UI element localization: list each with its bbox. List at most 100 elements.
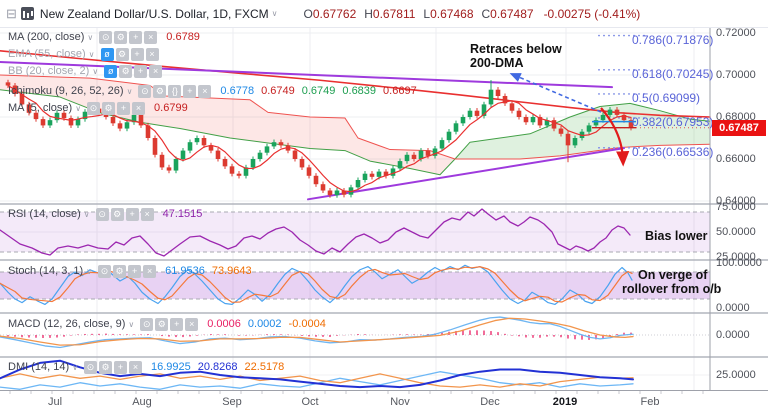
collapse-icon[interactable]: ⊟ <box>6 5 17 21</box>
rsi-tick-label[interactable]: 25.0000 <box>716 251 756 263</box>
macd-signal-line <box>0 317 634 346</box>
fib-level-label: 0.618(0.70245) <box>632 66 714 81</box>
add-icon[interactable]: + <box>117 101 131 115</box>
settings-icon[interactable]: ⚙ <box>99 360 112 374</box>
time-tick-label[interactable]: Oct <box>301 396 319 408</box>
visibility-icon[interactable]: ⊙ <box>95 207 109 221</box>
time-tick-label[interactable]: Nov <box>390 396 410 408</box>
close-icon[interactable]: × <box>185 317 199 331</box>
chevron-down-icon[interactable]: ∨ <box>128 319 135 329</box>
macd-tick-label[interactable]: 0.0000 <box>716 329 750 341</box>
close-icon[interactable]: × <box>145 47 159 61</box>
settings-icon[interactable]: ⚙ <box>155 317 169 331</box>
settings-icon[interactable]: ⚙ <box>115 47 129 61</box>
visibility-icon[interactable]: ⊙ <box>84 360 97 374</box>
indicator-value: 0.6749 <box>301 85 336 97</box>
chevron-down-icon[interactable]: ∨ <box>271 9 278 18</box>
dmi-tick-label[interactable]: 25.0000 <box>716 369 756 381</box>
visibility-off-icon[interactable]: ø <box>104 64 118 78</box>
rsi-tick-label[interactable]: 50.0000 <box>716 226 756 238</box>
annotation-rollover: On verge of rollover from o/b <box>622 268 721 296</box>
indicator-label: Stoch (14, 3, 1) <box>8 265 84 277</box>
settings-icon[interactable]: ⚙ <box>119 64 133 78</box>
add-icon[interactable]: + <box>125 207 139 221</box>
indicator-legend-rsi[interactable]: RSI (14, close) ∨ ⊙ ⚙ + × 47.1515 <box>8 207 202 221</box>
price-tick-label[interactable]: 0.70000 <box>716 69 756 81</box>
time-tick-label[interactable]: Feb <box>640 396 660 408</box>
chevron-down-icon[interactable]: ∨ <box>87 32 94 42</box>
add-icon[interactable]: + <box>114 360 127 374</box>
symbol-title[interactable]: New Zealand Dollar/U.S. Dollar, 1D, FXCM <box>39 6 269 21</box>
indicator-legend-ma200[interactable]: MA (200, close) ∨ ⊙ ⚙ + × 0.6789 <box>8 30 200 44</box>
chevron-down-icon[interactable]: ∨ <box>88 49 95 59</box>
close-icon[interactable]: × <box>129 360 142 374</box>
stoch-tick-label[interactable]: 0.0000 <box>716 302 750 314</box>
settings-icon[interactable]: ⚙ <box>114 30 128 44</box>
close-icon[interactable]: × <box>198 84 212 98</box>
time-tick-label[interactable]: 2019 <box>552 396 578 408</box>
ohlc-value: 0.67487 <box>490 6 534 21</box>
indicator-legend-ema55[interactable]: EMA (55, close) ∨ ø ⚙ + × <box>8 47 161 61</box>
price-tick-label[interactable]: 0.64000 <box>716 195 756 207</box>
annotation-text: Bias lower <box>645 229 708 243</box>
close-icon[interactable]: × <box>140 207 154 221</box>
indicator-legend-stoch[interactable]: Stoch (14, 3, 1) ∨ ⊙ ⚙ + × 61.9536 73.9643 <box>8 264 252 278</box>
add-icon[interactable]: + <box>129 30 143 44</box>
indicator-value: 20.8268 <box>197 361 238 373</box>
add-icon[interactable]: + <box>170 317 184 331</box>
indicator-legend-macd[interactable]: MACD (12, 26, close, 9) ∨ ⊙ ⚙ + × 0.0006 0.0002… <box>8 317 326 331</box>
time-tick-label[interactable]: Dec <box>480 396 500 408</box>
chevron-down-icon[interactable]: ∨ <box>92 66 99 76</box>
indicator-value: 0.6839 <box>342 85 377 97</box>
add-icon[interactable]: + <box>134 64 148 78</box>
visibility-icon[interactable]: ⊙ <box>138 84 152 98</box>
time-tick-label[interactable]: Sep <box>222 396 242 408</box>
chevron-down-icon[interactable]: ∨ <box>83 209 90 219</box>
indicator-legend-dmi[interactable]: DMI (14, 14) ∨ ⊙ ⚙ + × 16.9925 20.8268 22.5178 <box>8 360 284 374</box>
visibility-icon[interactable]: ⊙ <box>99 30 113 44</box>
visibility-off-icon[interactable]: ø <box>100 47 114 61</box>
indicator-value: 61.9536 <box>165 265 205 277</box>
settings-icon[interactable]: ⚙ <box>153 84 167 98</box>
visibility-icon[interactable]: ⊙ <box>87 101 101 115</box>
close-icon[interactable]: × <box>149 64 163 78</box>
time-tick-label[interactable]: Aug <box>132 396 152 408</box>
rsi-tick-label[interactable]: 75.0000 <box>716 201 756 213</box>
indicator-label: DMI (14, 14) <box>8 361 70 373</box>
source-code-icon[interactable]: {} <box>168 84 182 98</box>
indicator-label: EMA (55, close) <box>8 48 86 60</box>
chevron-down-icon[interactable]: ∨ <box>72 362 78 372</box>
indicator-legend-ma5[interactable]: MA (5, close) ∨ ⊙ ⚙ + × 0.6799 <box>8 101 188 115</box>
chevron-down-icon[interactable]: ∨ <box>86 266 93 276</box>
close-icon[interactable]: × <box>144 30 158 44</box>
indicator-legend-ichimoku[interactable]: Ichimoku (9, 26, 52, 26) ∨ ⊙ ⚙{} + × 0.6778 0.6… <box>8 84 417 98</box>
settings-icon[interactable]: ⚙ <box>102 101 116 115</box>
close-icon[interactable]: × <box>132 101 146 115</box>
price-tick-label[interactable]: 0.72000 <box>716 27 756 39</box>
indicator-legend-bb20[interactable]: BB (20, close, 2) ∨ ø ⚙ + × <box>8 64 164 78</box>
close-icon[interactable]: × <box>143 264 157 278</box>
add-icon[interactable]: + <box>130 47 144 61</box>
settings-icon[interactable]: ⚙ <box>110 207 124 221</box>
add-icon[interactable]: + <box>128 264 142 278</box>
time-tick-label[interactable]: Jul <box>47 396 63 408</box>
chevron-down-icon[interactable]: ∨ <box>75 103 82 113</box>
add-icon[interactable]: + <box>183 84 197 98</box>
settings-icon[interactable]: ⚙ <box>113 264 127 278</box>
fib-level-label: 0.786(0.71876) <box>632 32 714 47</box>
chart-thumbnail-icon[interactable] <box>20 7 34 20</box>
indicator-value: 0.6799 <box>154 102 188 114</box>
stoch-tick-label[interactable]: 100.0000 <box>716 257 762 269</box>
indicator-value: 0.6778 <box>220 85 255 97</box>
visibility-icon[interactable]: ⊙ <box>140 317 154 331</box>
chart-header: ⊟ New Zealand Dollar/U.S. Dollar, 1D, FX… <box>0 0 768 28</box>
red-down-arrow <box>600 107 630 167</box>
indicator-value: 47.1515 <box>162 208 203 220</box>
annotation-bias-lower: Bias lower <box>645 229 708 243</box>
chevron-down-icon[interactable]: ∨ <box>126 86 133 96</box>
price-tick-label[interactable]: 0.66000 <box>716 153 756 165</box>
visibility-icon[interactable]: ⊙ <box>98 264 112 278</box>
dmi-plus-di-line <box>0 371 634 390</box>
